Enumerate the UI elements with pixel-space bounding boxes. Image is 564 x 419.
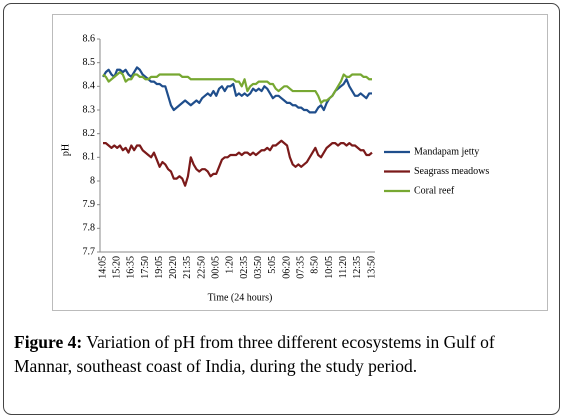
caption: Figure 4: Variation of pH from three dif… [14, 330, 554, 378]
caption-text: Variation of pH from three different eco… [14, 332, 495, 376]
series-line [103, 139, 373, 187]
x-tick-label: 11:20 [338, 256, 349, 278]
y-tick-label: 7.8 [83, 223, 96, 234]
y-tick-label: 8.2 [83, 128, 96, 139]
x-tick-label: 06:20 [281, 256, 292, 279]
x-tick-label: 8:50 [310, 256, 321, 274]
y-tick-label: 7.9 [83, 199, 96, 210]
x-tick-label: 03:50 [253, 256, 264, 279]
x-tick-label: 20:20 [168, 256, 179, 279]
x-tick-label: 5:05 [267, 256, 278, 274]
x-tick-label: 1:20 [225, 256, 236, 274]
x-tick-label: 02:35 [239, 256, 250, 279]
y-tick-label: 8.3 [83, 104, 96, 115]
y-tick-label: 8.1 [83, 152, 96, 163]
figure-border [3, 3, 560, 415]
x-tick-label: 16:35 [126, 256, 137, 279]
y-tick-label: 8.4 [83, 81, 96, 92]
x-tick-label: 00:05 [211, 256, 222, 279]
x-tick-label: 07:35 [296, 256, 307, 279]
series-line [102, 71, 372, 104]
x-tick-label: 22:50 [196, 256, 207, 279]
legend-label: Seagrass meadows [414, 166, 489, 177]
x-tick-label: 21:35 [182, 256, 193, 279]
chart-frame [52, 14, 548, 311]
x-tick-label: 15:20 [111, 256, 122, 279]
y-axis-title: pH [60, 144, 71, 156]
caption-label: Figure 4: [14, 332, 83, 352]
x-tick-label: 13:50 [366, 256, 377, 279]
y-tick-label: 8 [90, 175, 95, 186]
x-tick-label: 19:05 [154, 256, 165, 279]
x-axis-title: Time (24 hours) [208, 292, 273, 303]
legend-label: Mandapam jetty [414, 146, 479, 157]
y-tick-label: 8.6 [83, 33, 96, 44]
series-line [102, 66, 372, 114]
legend-label: Coral reef [414, 185, 455, 196]
x-tick-label: 12:35 [352, 256, 363, 279]
y-tick-label: 8.5 [83, 57, 96, 68]
y-tick-label: 7.7 [83, 246, 96, 257]
x-tick-label: 10:05 [324, 256, 335, 279]
x-tick-label: 17:50 [140, 256, 151, 279]
x-tick-label: 14:05 [97, 256, 108, 279]
